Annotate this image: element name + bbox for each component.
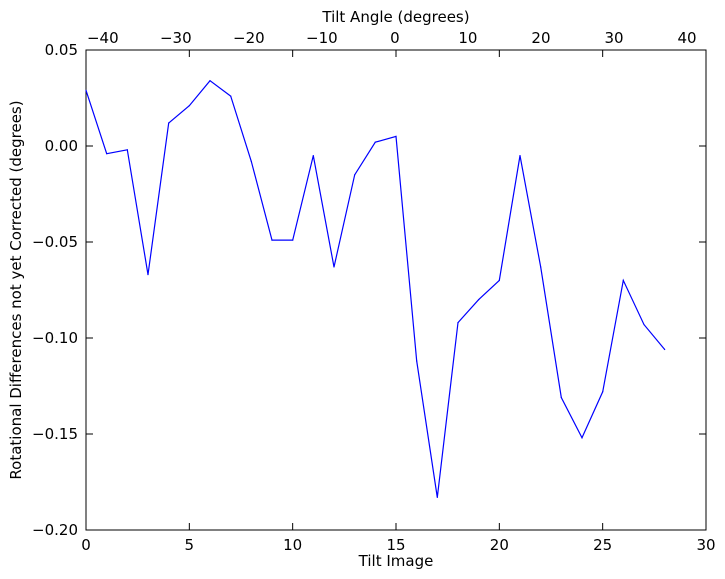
x-tick-label: 15 <box>386 536 405 554</box>
data-point <box>333 266 335 268</box>
y-tick-label: −0.20 <box>32 521 78 539</box>
data-point <box>354 174 356 176</box>
top-x-tick-label: 30 <box>604 29 623 47</box>
x-tick-label: 30 <box>696 536 715 554</box>
x-tick-label: 5 <box>185 536 195 554</box>
y-tick-label: −0.15 <box>32 425 78 443</box>
plot-frame <box>85 49 707 531</box>
data-point <box>540 266 542 268</box>
data-point <box>602 391 604 393</box>
x-tick-label: 0 <box>81 536 91 554</box>
data-point <box>395 135 397 137</box>
data-point <box>85 89 87 91</box>
data-point <box>664 348 666 351</box>
data-point <box>581 437 583 439</box>
data-point <box>622 279 624 281</box>
x-tick-label: 25 <box>593 536 612 554</box>
data-point <box>168 122 170 124</box>
x-tick-label: 10 <box>283 536 302 554</box>
y-tick-label: 0.05 <box>45 41 78 59</box>
x-tick-label: 20 <box>490 536 509 554</box>
data-point <box>292 239 294 241</box>
data-point <box>147 274 149 276</box>
data-point <box>478 299 480 301</box>
data-point <box>457 322 459 324</box>
data-point <box>560 396 562 399</box>
top-x-tick-label: 40 <box>677 29 696 47</box>
data-point <box>230 95 232 97</box>
series-layer <box>85 79 666 498</box>
data-point <box>250 160 252 162</box>
axis-ticks <box>85 49 707 531</box>
data-point <box>498 279 500 281</box>
top-x-tick-label: 0 <box>390 29 400 47</box>
data-point <box>126 149 128 151</box>
y-tick-label: −0.05 <box>32 233 78 251</box>
data-point <box>416 360 418 362</box>
top-x-tick-label: −10 <box>306 29 338 47</box>
data-point <box>209 80 211 82</box>
series-line <box>85 79 666 498</box>
y-axis-title: Rotational Differences not yet Corrected… <box>7 100 25 479</box>
top-x-tick-label: 20 <box>531 29 550 47</box>
data-point <box>312 155 314 157</box>
x-axis-title: Tilt Image <box>358 552 434 570</box>
axis-tick-labels: 0 5 10 15 20 25 30 −40 −30 −20 −10 0 10 20 30 40 0.05 0.0… <box>32 29 716 554</box>
data-point <box>519 155 521 157</box>
top-x-tick-label: −30 <box>160 29 192 47</box>
data-point <box>106 153 108 155</box>
top-x-axis-title: Tilt Angle (degrees) <box>321 8 469 26</box>
y-tick-label: −0.10 <box>32 329 78 347</box>
y-tick-label: 0.00 <box>45 137 78 155</box>
data-point <box>271 239 273 241</box>
data-point <box>436 496 438 498</box>
top-x-tick-label: −40 <box>87 29 119 47</box>
data-point <box>188 105 190 107</box>
top-x-tick-label: 10 <box>458 29 477 47</box>
data-point <box>374 141 376 143</box>
data-point <box>643 323 645 326</box>
top-x-tick-label: −20 <box>233 29 265 47</box>
